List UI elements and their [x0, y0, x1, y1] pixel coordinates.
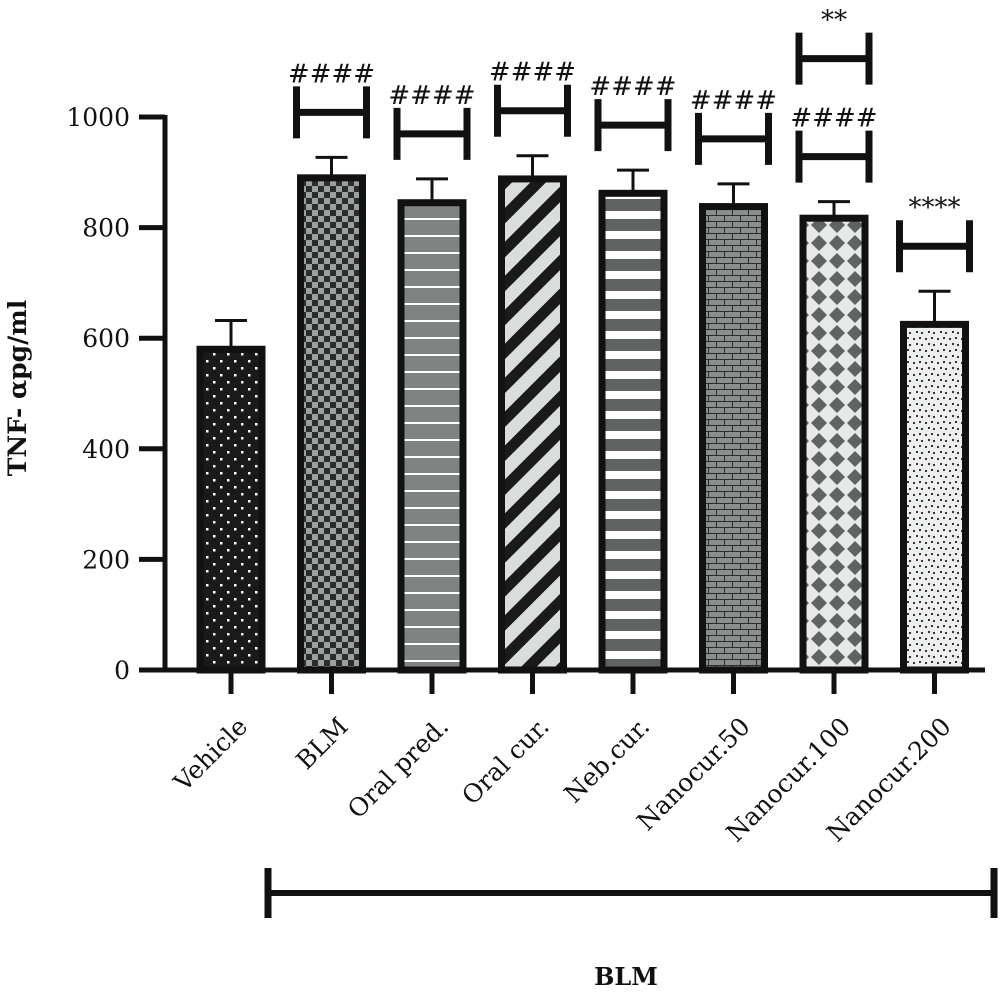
- x-tick-label: Neb.cur.: [558, 712, 655, 809]
- significance-label: ####: [288, 59, 375, 89]
- group-label: BLM: [594, 962, 658, 991]
- significance-label: ####: [790, 104, 877, 134]
- x-tick-label: Vehicle: [167, 712, 253, 798]
- y-axis: 0 200 400 600 800 1000: [66, 103, 168, 685]
- x-tick-label: Oral pred.: [342, 712, 454, 824]
- bar-neb-cur: [598, 189, 668, 674]
- y-tick-label: 400: [82, 435, 130, 464]
- y-tick-label: 200: [82, 545, 130, 574]
- significance-layer: ############ #### ########******: [288, 6, 973, 273]
- y-tick-label: 0: [114, 656, 130, 685]
- group-bracket: [264, 868, 998, 918]
- significance-label: ####: [589, 72, 676, 102]
- bar-nanocur-100: [799, 214, 869, 674]
- significance-label: ####: [489, 58, 576, 88]
- bar-oral-pred: [397, 199, 467, 674]
- x-tick-label: Oral cur.: [456, 712, 555, 811]
- bar-nanocur-200: [900, 320, 969, 674]
- error-bars-layer: [215, 154, 951, 350]
- y-tick-label: 800: [82, 214, 130, 243]
- significance-label: ####: [690, 86, 777, 116]
- x-tick-label: BLM: [290, 712, 353, 775]
- y-tick-label: 600: [82, 324, 130, 353]
- bars-layer: [196, 174, 969, 674]
- significance-label: **: [821, 6, 847, 36]
- bar-blm: [297, 174, 366, 674]
- significance-label: ****: [909, 193, 961, 223]
- bar-nanocur-50: [699, 203, 768, 674]
- y-tick-label: 1000: [66, 103, 130, 132]
- bar-vehicle: [196, 345, 266, 674]
- bar-oral-cur: [498, 175, 567, 674]
- significance-label: ####: [388, 81, 475, 111]
- y-axis-label: TNF- αpg/ml: [3, 300, 32, 476]
